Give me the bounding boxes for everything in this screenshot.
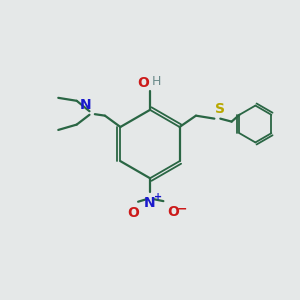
Text: O: O — [137, 76, 149, 90]
Text: −: − — [177, 202, 187, 215]
Text: N: N — [144, 196, 156, 210]
Text: +: + — [154, 192, 163, 202]
Text: O: O — [127, 206, 139, 220]
Text: H: H — [152, 75, 161, 88]
Text: O: O — [167, 205, 179, 219]
Text: S: S — [215, 102, 225, 116]
Text: N: N — [79, 98, 91, 112]
